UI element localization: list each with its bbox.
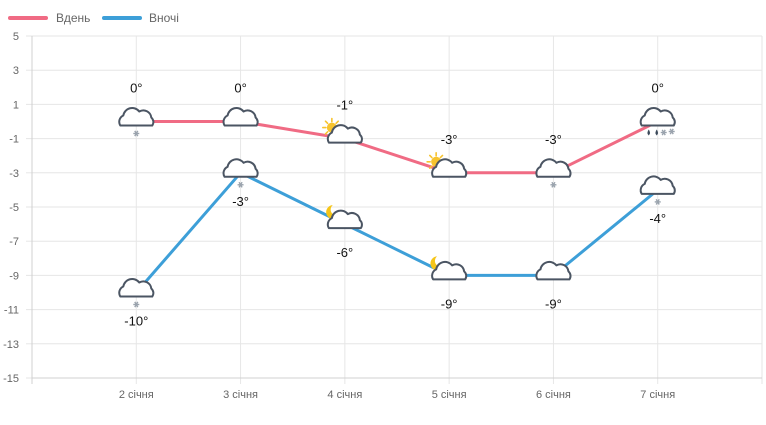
cloud-shape [222, 107, 259, 127]
y-tick-label: -9 [9, 270, 19, 282]
cloud-shape [326, 209, 363, 230]
x-tick-label: 6 січня [536, 389, 571, 401]
snowflake-icon [133, 301, 140, 308]
cloud-rain-snow-icon [639, 107, 676, 136]
y-tick-label: 1 [13, 99, 19, 111]
data-label: -3° [545, 132, 562, 147]
grid [26, 35, 763, 384]
cloud-shape [535, 158, 572, 178]
data-label: 0° [130, 81, 142, 96]
raindrop-icon [647, 129, 651, 136]
cloud-snow-icon [535, 158, 572, 188]
cloud-shape [431, 158, 468, 178]
weather-markers [118, 107, 676, 308]
data-label: -1° [336, 98, 353, 113]
series-line-day [134, 120, 660, 175]
y-tick-label: -7 [9, 236, 19, 248]
x-tick-label: 2 січня [119, 389, 154, 401]
cloud-icon [222, 107, 259, 127]
y-tick-label: -15 [3, 373, 19, 385]
data-label: 0° [234, 81, 246, 96]
cloud-snow-icon [118, 278, 155, 308]
legend-label-night: Вночі [149, 11, 179, 25]
legend-swatch-day [8, 16, 48, 20]
sun-cloud-icon [322, 117, 363, 144]
x-tick-label: 5 січня [432, 389, 467, 401]
raindrop-icon [655, 129, 659, 136]
cloud-shape [639, 175, 676, 195]
data-label: -9° [545, 296, 562, 311]
cloud-shape [118, 278, 155, 298]
data-labels: 0° 0° -1° -3° -3° 0° -10° -3° -6° -9° -9° -4° [124, 81, 666, 329]
data-label: 0° [651, 81, 663, 96]
y-tick-label: 3 [13, 65, 19, 77]
y-tick-label: 5 [13, 31, 19, 43]
cloud-shape [639, 107, 676, 127]
y-axis-ticks: 5 3 1 -1 -3 -5 -7 -9 -11 -13 -15 [3, 31, 19, 385]
snowflake-icon [237, 181, 244, 188]
data-label: -6° [336, 245, 353, 260]
sun-cloud-icon [426, 152, 468, 178]
y-tick-label: -5 [9, 202, 19, 214]
legend-swatch-night [102, 16, 142, 20]
data-label: -3° [441, 132, 458, 147]
cloud-shape [222, 158, 259, 178]
snowflake-icon [550, 181, 557, 188]
snowflake-icon [660, 129, 667, 136]
snowflake-icon [654, 198, 661, 205]
data-label: -3° [232, 194, 249, 209]
snowflake-icon [668, 128, 675, 135]
y-tick-label: -1 [9, 134, 19, 146]
y-tick-label: -13 [3, 339, 19, 351]
cloud-shape [326, 124, 363, 144]
x-tick-label: 3 січня [223, 389, 258, 401]
moon-cloud-icon [326, 205, 363, 230]
data-label: -9° [441, 296, 458, 311]
legend-label-day: Вдень [56, 11, 90, 25]
snowflake-icon [133, 130, 140, 137]
series-line-night [134, 171, 660, 294]
x-tick-label: 4 січня [327, 389, 362, 401]
y-tick-label: -11 [4, 305, 19, 317]
legend-item-day[interactable]: Вдень [8, 11, 90, 25]
legend: Вдень Вночі [8, 11, 179, 25]
cloud-shape [118, 107, 155, 127]
moon-cloud-icon [430, 256, 468, 281]
cloud-snow-icon [118, 107, 155, 137]
cloud-snow-icon [639, 175, 676, 205]
cloud-snow-icon [222, 158, 259, 188]
y-tick-label: -3 [9, 168, 19, 180]
cloud-shape [535, 260, 572, 281]
x-tick-label: 7 січня [640, 389, 675, 401]
legend-item-night[interactable]: Вночі [102, 11, 179, 25]
cloud-icon [535, 260, 572, 281]
data-label: -10° [124, 314, 148, 329]
x-axis-ticks: 2 січня 3 січня 4 січня 5 січня 6 січня 7 січ… [119, 389, 675, 401]
data-label: -4° [649, 211, 666, 226]
cloud-shape [431, 260, 468, 281]
